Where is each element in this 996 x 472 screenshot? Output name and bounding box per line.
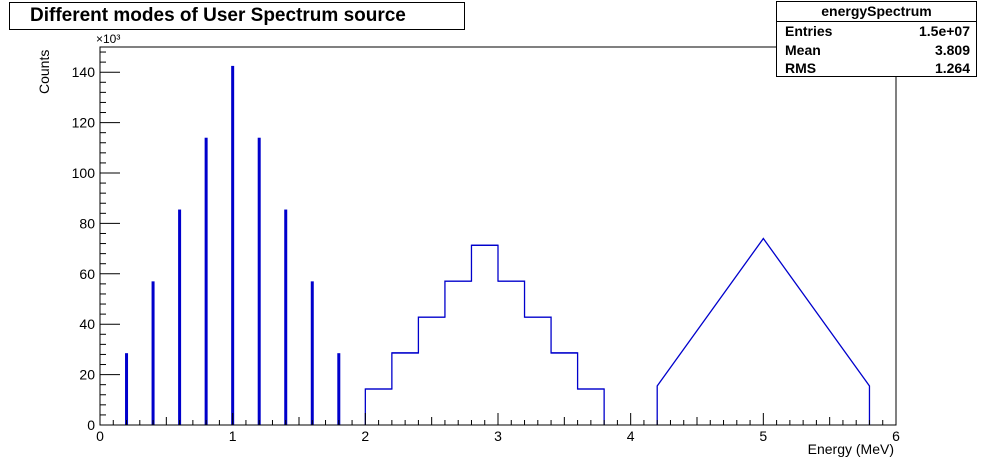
- discrete-line-bar: [231, 65, 235, 426]
- y-tick-label: 120: [72, 115, 96, 131]
- discrete-line-bar: [257, 137, 261, 425]
- y-tick-label: 140: [72, 64, 96, 80]
- y-tick-label: 60: [79, 266, 95, 282]
- step-histogram: [364, 244, 605, 425]
- x-tick-label: 2: [361, 428, 369, 444]
- stats-row-entries: Entries 1.5e+07: [777, 22, 976, 41]
- stats-value: 3.809: [934, 41, 970, 58]
- y-tick-label: 40: [79, 316, 95, 332]
- stats-row-mean: Mean 3.809: [777, 41, 976, 60]
- stats-label: RMS: [785, 60, 817, 76]
- discrete-line-bar: [337, 353, 341, 425]
- discrete-line-bar: [204, 137, 208, 425]
- stats-title: energySpectrum: [777, 2, 976, 22]
- y-tick-label: 100: [72, 165, 96, 181]
- stats-label: Mean: [785, 41, 821, 58]
- discrete-line-bar: [310, 281, 314, 425]
- x-tick-label: 5: [759, 428, 767, 444]
- stats-value: 1.5e+07: [919, 23, 970, 39]
- discrete-line-bar: [151, 281, 155, 425]
- stats-row-rms: RMS 1.264: [777, 59, 976, 78]
- chart-title: Different modes of User Spectrum source: [9, 2, 465, 30]
- stats-label: Entries: [785, 23, 833, 39]
- x-tick-label: 4: [627, 428, 635, 444]
- x-tick-label: 0: [96, 428, 104, 444]
- discrete-line-bar: [178, 209, 182, 425]
- triangle-distribution: [656, 237, 871, 425]
- x-axis-label: Energy (MeV): [808, 441, 894, 457]
- x-tick-label: 3: [494, 428, 502, 444]
- x-tick-label: 6: [892, 428, 900, 444]
- discrete-line-bar: [284, 209, 288, 425]
- stats-box: energySpectrum Entries 1.5e+07 Mean 3.80…: [776, 1, 977, 77]
- y-axis-multiplier: ×10³: [96, 32, 120, 46]
- stats-value: 1.264: [934, 60, 970, 76]
- plot-frame: [99, 46, 897, 426]
- y-tick-label: 80: [79, 215, 95, 231]
- y-tick-label: 20: [79, 367, 95, 383]
- y-axis-label: Counts: [36, 50, 52, 94]
- y-tick-label: 0: [87, 417, 95, 433]
- x-tick-label: 1: [229, 428, 237, 444]
- discrete-line-bar: [125, 353, 129, 425]
